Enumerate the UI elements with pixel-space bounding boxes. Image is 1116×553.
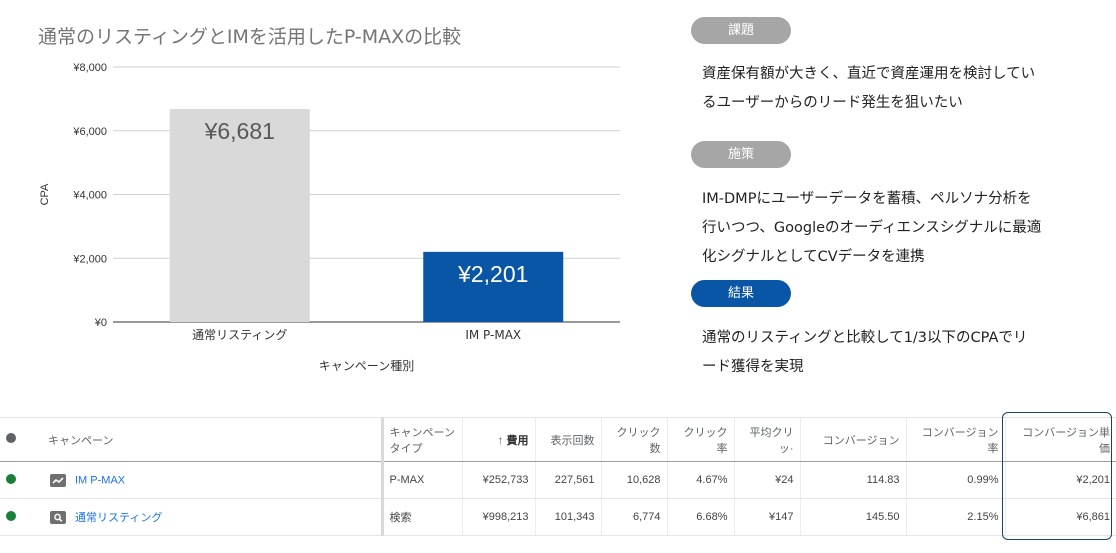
campaign-column-header[interactable]: キャンペーン <box>32 417 382 462</box>
campaign-type: P-MAX <box>380 461 462 499</box>
impressions-column-header[interactable]: 表示回数 <box>534 417 601 462</box>
x-tick-label: IM P-MAX <box>465 328 521 342</box>
bar <box>169 109 310 322</box>
campaign-table: キャンペーン キャンペーン タイプ ↑ 費用 表示回数 クリック数 クリック率 平均… <box>0 417 1116 536</box>
status-dot-icon <box>6 433 16 443</box>
ctr-value: 6.68% <box>666 498 734 536</box>
avg-cpc-column-header[interactable]: 平均クリッ· <box>733 417 800 462</box>
data-label: ¥2,201 <box>457 261 528 287</box>
clicks-value: 6,774 <box>600 498 667 536</box>
impressions-value: 227,561 <box>534 461 601 499</box>
x-axis-label: キャンペーン種別 <box>319 359 414 373</box>
chart-title: 通常のリスティングとIMを活用したP-MAXの比較 <box>38 26 462 48</box>
sort-ascending-icon: ↑ <box>497 432 504 447</box>
ctr-value: 4.67% <box>666 461 734 499</box>
ctr-column-header[interactable]: クリック率 <box>666 417 734 462</box>
measure-text: IM-DMPにユーザーデータを蓄積、ペルソナ分析を 行いつつ、Googleのオー… <box>702 191 1042 265</box>
cost-value: ¥252,733 <box>461 461 535 499</box>
result-text: 通常のリスティングと比較して1/3以下のCPAでリ ード獲得を実現 <box>702 330 1028 375</box>
campaign-link[interactable]: IM P-MAX <box>75 474 126 486</box>
campaign-type: 検索 <box>380 498 462 536</box>
campaign-link[interactable]: 通常リスティング <box>75 512 163 524</box>
clicks-column-header[interactable]: クリック数 <box>600 417 667 462</box>
cost-per-conv-highlight <box>1002 412 1112 540</box>
clicks-value: 10,628 <box>600 461 667 499</box>
impressions-value: 101,343 <box>534 498 601 536</box>
conversions-column-header[interactable]: コンバージョン <box>799 417 906 462</box>
cost-value: ¥998,213 <box>461 498 535 536</box>
issue-label: 課題 <box>691 17 791 44</box>
issue-text: 資産保有額が大きく、直近で資産運用を検討してい るユーザーからのリード発生を狙い… <box>702 66 1036 111</box>
avg-cpc-value: ¥147 <box>733 498 800 536</box>
y-tick-label: ¥0 <box>94 317 107 329</box>
bar <box>423 251 564 322</box>
enabled-status-icon <box>6 510 16 521</box>
table-row: IM P-MAX P-MAX ¥252,733 227,561 10,628 4… <box>0 461 1116 499</box>
cost-per-conv-value: ¥2,201 <box>1004 461 1116 499</box>
cpa-bar-chart: ¥0 ¥2,000 ¥4,000 ¥6,000 ¥8,000 ¥6,681 通常リスティング… <box>39 62 620 373</box>
trend-chart-icon <box>50 473 66 487</box>
y-tick-label: ¥2,000 <box>72 253 107 265</box>
conversions-value: 114.83 <box>799 461 906 499</box>
type-column-header[interactable]: キャンペーン タイプ <box>380 417 462 462</box>
cost-column-header[interactable]: ↑ 費用 <box>461 417 535 462</box>
status-column-header[interactable] <box>0 417 32 462</box>
cost-per-conv-value: ¥6,861 <box>1004 498 1116 536</box>
conv-rate-value: 2.15% <box>905 498 1005 536</box>
x-tick-label: 通常リスティング <box>192 328 287 342</box>
cost-per-conv-column-header[interactable]: コンバージョン単価 <box>1004 417 1116 462</box>
table-header-row: キャンペーン キャンペーン タイプ ↑ 費用 表示回数 クリック数 クリック率 平均… <box>0 417 1116 462</box>
avg-cpc-value: ¥24 <box>733 461 800 499</box>
conv-rate-value: 0.99% <box>905 461 1005 499</box>
table-row: 通常リスティング 検索 ¥998,213 101,343 6,774 6.68%… <box>0 498 1116 536</box>
y-tick-label: ¥6,000 <box>72 126 107 138</box>
search-icon <box>50 510 66 524</box>
data-label: ¥6,681 <box>204 118 275 144</box>
conv-rate-column-header[interactable]: コンバージョン率 <box>905 417 1005 462</box>
enabled-status-icon <box>6 473 16 484</box>
y-tick-label: ¥4,000 <box>72 190 107 202</box>
result-label: 結果 <box>691 280 791 307</box>
measure-label: 施策 <box>691 141 791 168</box>
conversions-value: 145.50 <box>799 498 906 536</box>
y-axis-label: CPA <box>39 183 51 205</box>
y-tick-label: ¥8,000 <box>72 62 107 74</box>
